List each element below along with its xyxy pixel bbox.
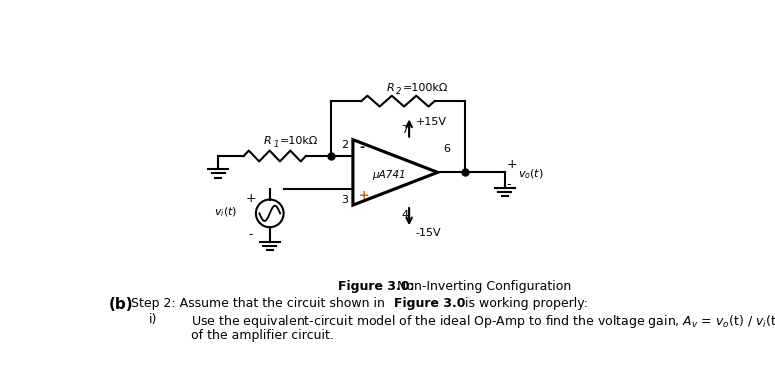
Text: i): i) [149, 313, 157, 326]
Text: Use the equivalent-circuit model of the ideal Op-Amp to find the voltage gain, $: Use the equivalent-circuit model of the … [191, 313, 775, 330]
Text: =10kΩ: =10kΩ [279, 136, 318, 146]
Text: =100kΩ: =100kΩ [402, 83, 448, 93]
Text: 3: 3 [341, 195, 348, 205]
Text: $v_o(t)$: $v_o(t)$ [518, 167, 543, 181]
Text: 4: 4 [401, 210, 408, 220]
Text: $v_i(t)$: $v_i(t)$ [214, 205, 237, 218]
Text: R: R [388, 83, 395, 93]
Text: -: - [506, 178, 511, 191]
Text: of the amplifier circuit.: of the amplifier circuit. [191, 329, 334, 342]
Text: 2: 2 [341, 140, 348, 150]
Text: +15V: +15V [415, 116, 446, 127]
Text: μA741: μA741 [372, 170, 406, 180]
Text: (b): (b) [109, 297, 133, 312]
Text: +: + [359, 189, 370, 202]
Text: +: + [506, 158, 517, 171]
Text: 7: 7 [401, 125, 408, 135]
Text: Figure 3.0: Figure 3.0 [394, 297, 466, 310]
Text: Figure 3.0:: Figure 3.0: [338, 280, 414, 293]
Text: is working properly:: is working properly: [460, 297, 587, 310]
Text: -: - [248, 228, 253, 241]
Text: 2: 2 [397, 87, 401, 96]
Text: -15V: -15V [415, 228, 441, 238]
Text: -: - [359, 141, 364, 154]
Text: Step 2: Assume that the circuit shown in: Step 2: Assume that the circuit shown in [131, 297, 389, 310]
Text: +: + [245, 192, 256, 205]
Text: 6: 6 [443, 144, 450, 154]
Text: 1: 1 [274, 140, 278, 149]
Text: R: R [264, 136, 272, 146]
Text: Non-Inverting Configuration: Non-Inverting Configuration [393, 280, 571, 293]
